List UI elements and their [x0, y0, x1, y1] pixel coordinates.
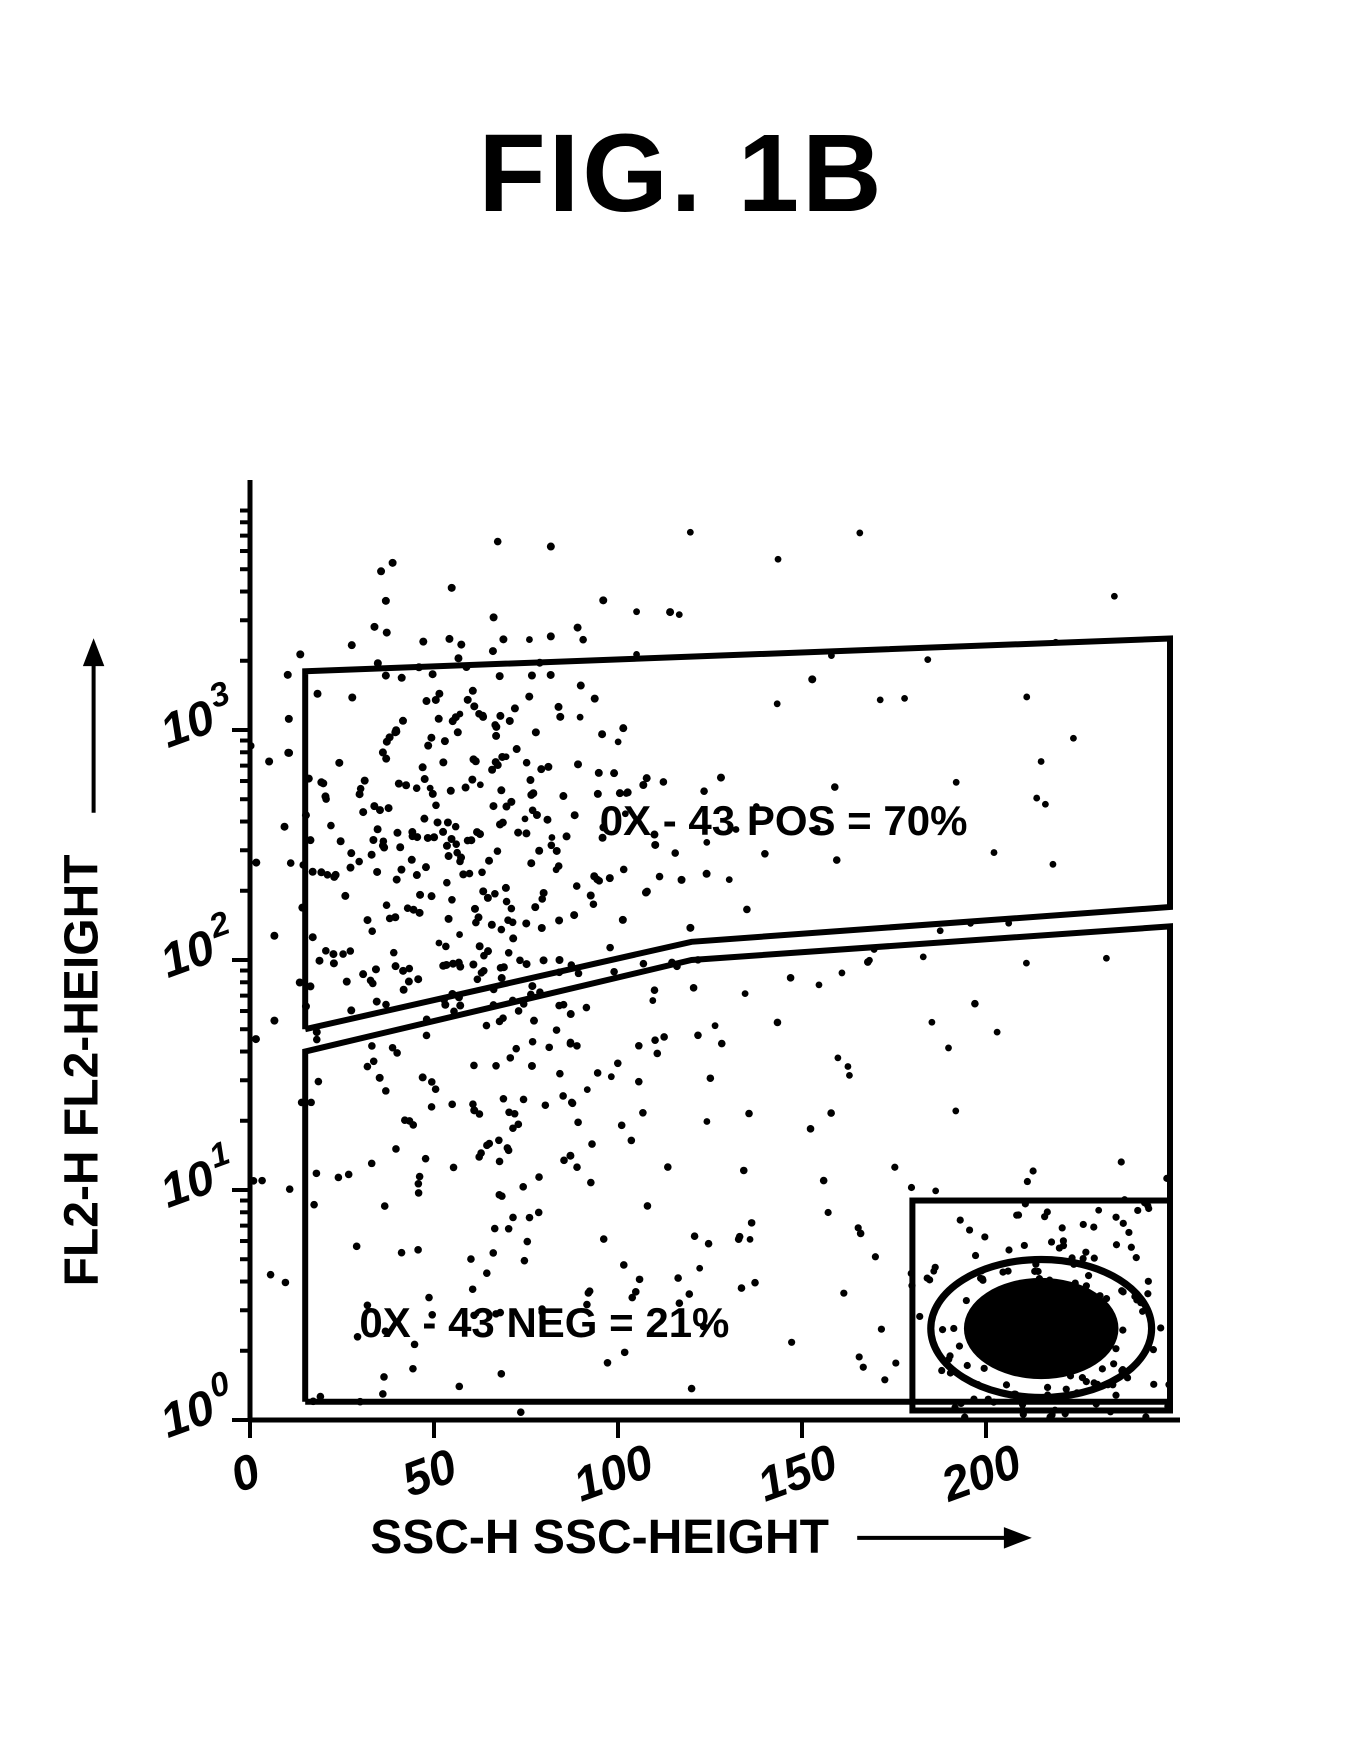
plot-svg: 050100150200100101102103SSC-H SSC-HEIGHT… — [0, 250, 1363, 1670]
svg-text:50: 50 — [395, 1440, 464, 1508]
svg-text:FL2-H FL2-HEIGHT: FL2-H FL2-HEIGHT — [56, 854, 109, 1286]
gate-label-pos: 0X - 43 POS = 70% — [600, 797, 968, 844]
svg-text:150: 150 — [751, 1435, 845, 1512]
svg-text:0: 0 — [224, 1444, 267, 1503]
svg-text:200: 200 — [934, 1435, 1029, 1513]
svg-text:100: 100 — [567, 1435, 661, 1512]
figure-title: FIG. 1B — [0, 110, 1363, 237]
gate-bead-inner-fill — [964, 1278, 1119, 1379]
svg-text:SSC-H SSC-HEIGHT: SSC-H SSC-HEIGHT — [370, 1511, 829, 1564]
gate-label-neg: 0X - 43 NEG = 21% — [359, 1299, 729, 1346]
page: FIG. 1B 050100150200100101102103SSC-H SS… — [0, 0, 1363, 1762]
scatter-plot: 050100150200100101102103SSC-H SSC-HEIGHT… — [250, 500, 1170, 1420]
